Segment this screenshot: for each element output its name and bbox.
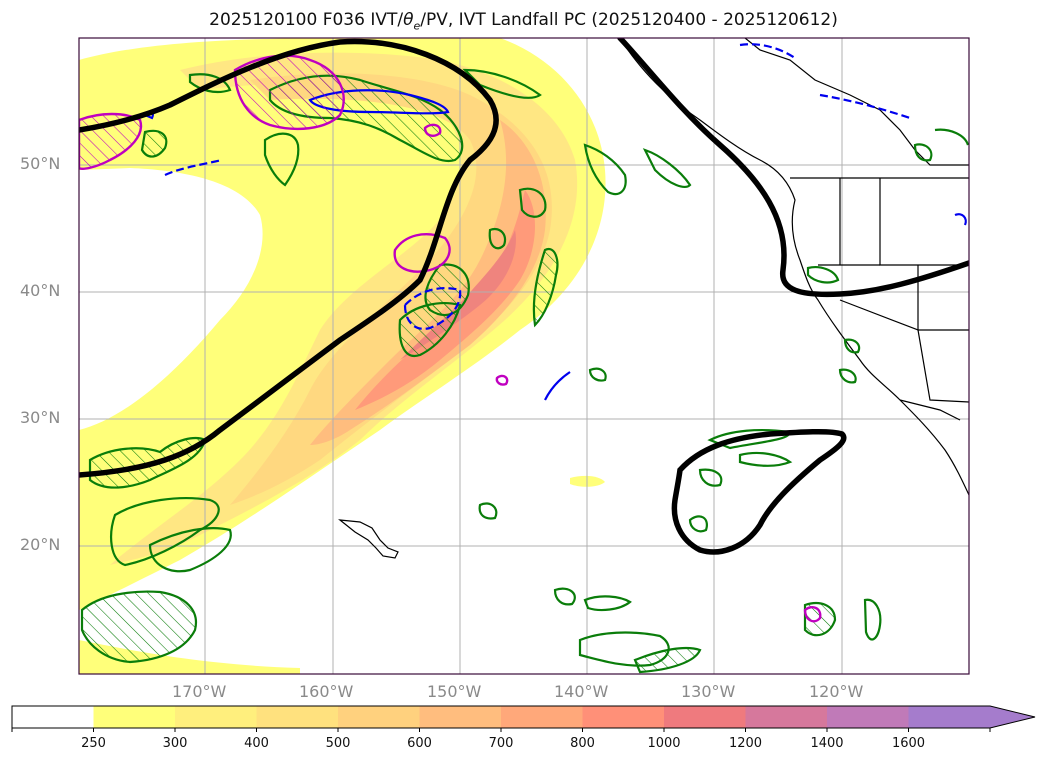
colorbar-label: 400 — [244, 736, 269, 751]
colorbar-segment — [419, 706, 502, 728]
lat-label-40: 40°N — [20, 281, 61, 300]
colorbar-label: 300 — [162, 736, 188, 751]
colorbar-segment — [582, 706, 665, 728]
colorbar-label: 600 — [407, 736, 432, 751]
lon-label-130w: 130°W — [681, 682, 736, 701]
lon-label-150w: 150°W — [427, 682, 482, 701]
colorbar-label: 1200 — [728, 736, 763, 751]
map-title: 2025120100 F036 IVT/θe/PV, IVT Landfall … — [209, 10, 838, 33]
lat-label-20: 20°N — [20, 535, 61, 554]
lat-label-30: 30°N — [20, 408, 61, 427]
coastline — [338, 38, 969, 559]
ivt-fill-400 — [230, 73, 552, 506]
colorbar-label: 800 — [570, 736, 595, 751]
colorbar-segment — [256, 706, 339, 728]
colorbar-segment — [827, 706, 909, 728]
colorbar-segment — [501, 706, 583, 728]
lat-label-50: 50°N — [20, 154, 61, 173]
colorbar-label: 250 — [81, 736, 106, 751]
colorbar-segment — [745, 706, 828, 728]
lon-label-160w: 160°W — [299, 682, 354, 701]
colorbar-extend-arrow — [908, 706, 1035, 728]
gridlines — [79, 38, 969, 674]
colorbar-segment — [12, 706, 94, 728]
lon-label-140w: 140°W — [554, 682, 609, 701]
colorbar-label: 1600 — [891, 736, 926, 751]
colorbar-segment — [338, 706, 420, 728]
pv-contours — [143, 43, 967, 401]
colorbar — [11, 705, 1036, 732]
colorbar-outline — [11, 705, 1036, 729]
map-frame — [78, 37, 970, 675]
colorbar-label: 700 — [488, 736, 514, 751]
landfall-pc-contour — [79, 38, 969, 555]
colorbar-label: 500 — [325, 736, 351, 751]
colorbar-segment — [93, 706, 176, 728]
lon-label-120w: 120°W — [809, 682, 864, 701]
colorbar-label: 1400 — [810, 736, 844, 751]
colorbar-label: 1000 — [647, 736, 681, 751]
lon-label-170w: 170°W — [172, 682, 227, 701]
colorbar-segment — [175, 706, 257, 728]
colorbar-segment — [664, 706, 746, 728]
ivt-fill-800 — [355, 190, 536, 410]
